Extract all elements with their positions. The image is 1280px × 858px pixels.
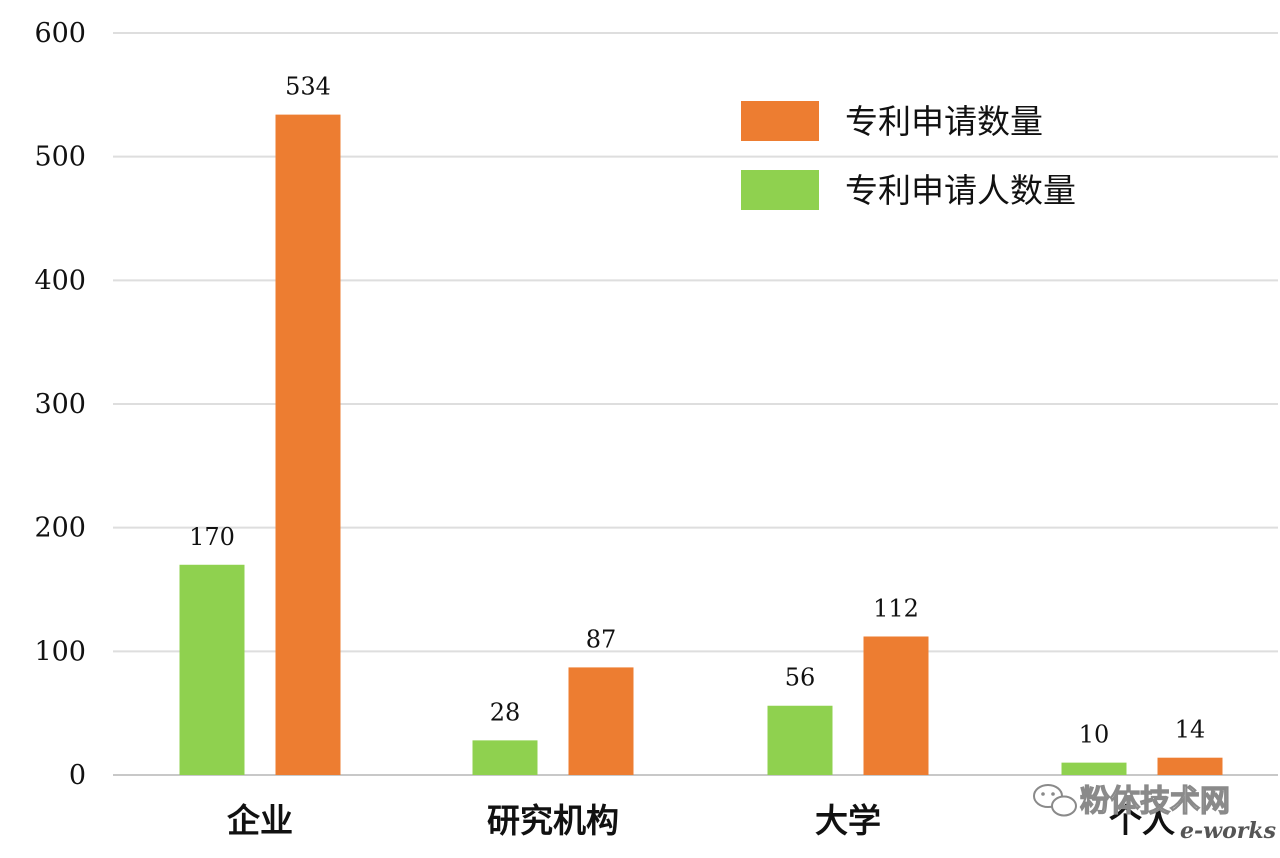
legend-swatch [741, 101, 819, 141]
y-tick-label: 600 [34, 18, 86, 49]
data-label: 56 [785, 664, 816, 692]
wechat-icon [1033, 784, 1077, 817]
bar [1157, 757, 1223, 775]
watermark-text: 粉体技术网 [1080, 784, 1230, 819]
y-tick-label: 100 [34, 636, 86, 667]
bar [568, 667, 634, 775]
category-label: 大学 [815, 801, 881, 840]
legend-swatch [741, 170, 819, 210]
legend-label: 专利申请数量 [845, 102, 1043, 141]
legend-label: 专利申请人数量 [845, 171, 1076, 210]
bar [275, 114, 341, 776]
bar [1061, 762, 1127, 775]
eworks-logo: e-works [1180, 818, 1276, 844]
category-label: 个人 [1109, 801, 1175, 840]
data-label: 112 [873, 594, 919, 622]
data-label: 170 [189, 523, 235, 551]
y-tick-label: 400 [34, 265, 86, 296]
bars [179, 114, 1223, 776]
data-label: 87 [586, 625, 617, 653]
category-label: 研究机构 [487, 801, 619, 840]
bar [767, 705, 833, 775]
data-label: 534 [285, 73, 331, 101]
data-labels: 170 534 28 87 56 112 10 14 [189, 73, 1205, 749]
x-axis-categories: 企业 研究机构 大学 个人 [227, 801, 1175, 840]
bar [179, 564, 245, 775]
bar [472, 740, 538, 775]
data-label: 10 [1079, 721, 1110, 749]
y-tick-label: 200 [34, 513, 86, 544]
y-tick-label: 300 [34, 389, 86, 420]
bar [863, 636, 929, 775]
y-tick-label: 500 [34, 142, 86, 173]
data-label: 14 [1175, 716, 1206, 744]
data-label: 28 [490, 698, 521, 726]
y-tick-label: 0 [69, 760, 86, 791]
y-axis-ticks: 0 100 200 300 400 500 600 [34, 18, 86, 791]
watermark: 粉体技术网 e-works [1033, 783, 1276, 844]
category-label: 企业 [227, 801, 293, 840]
